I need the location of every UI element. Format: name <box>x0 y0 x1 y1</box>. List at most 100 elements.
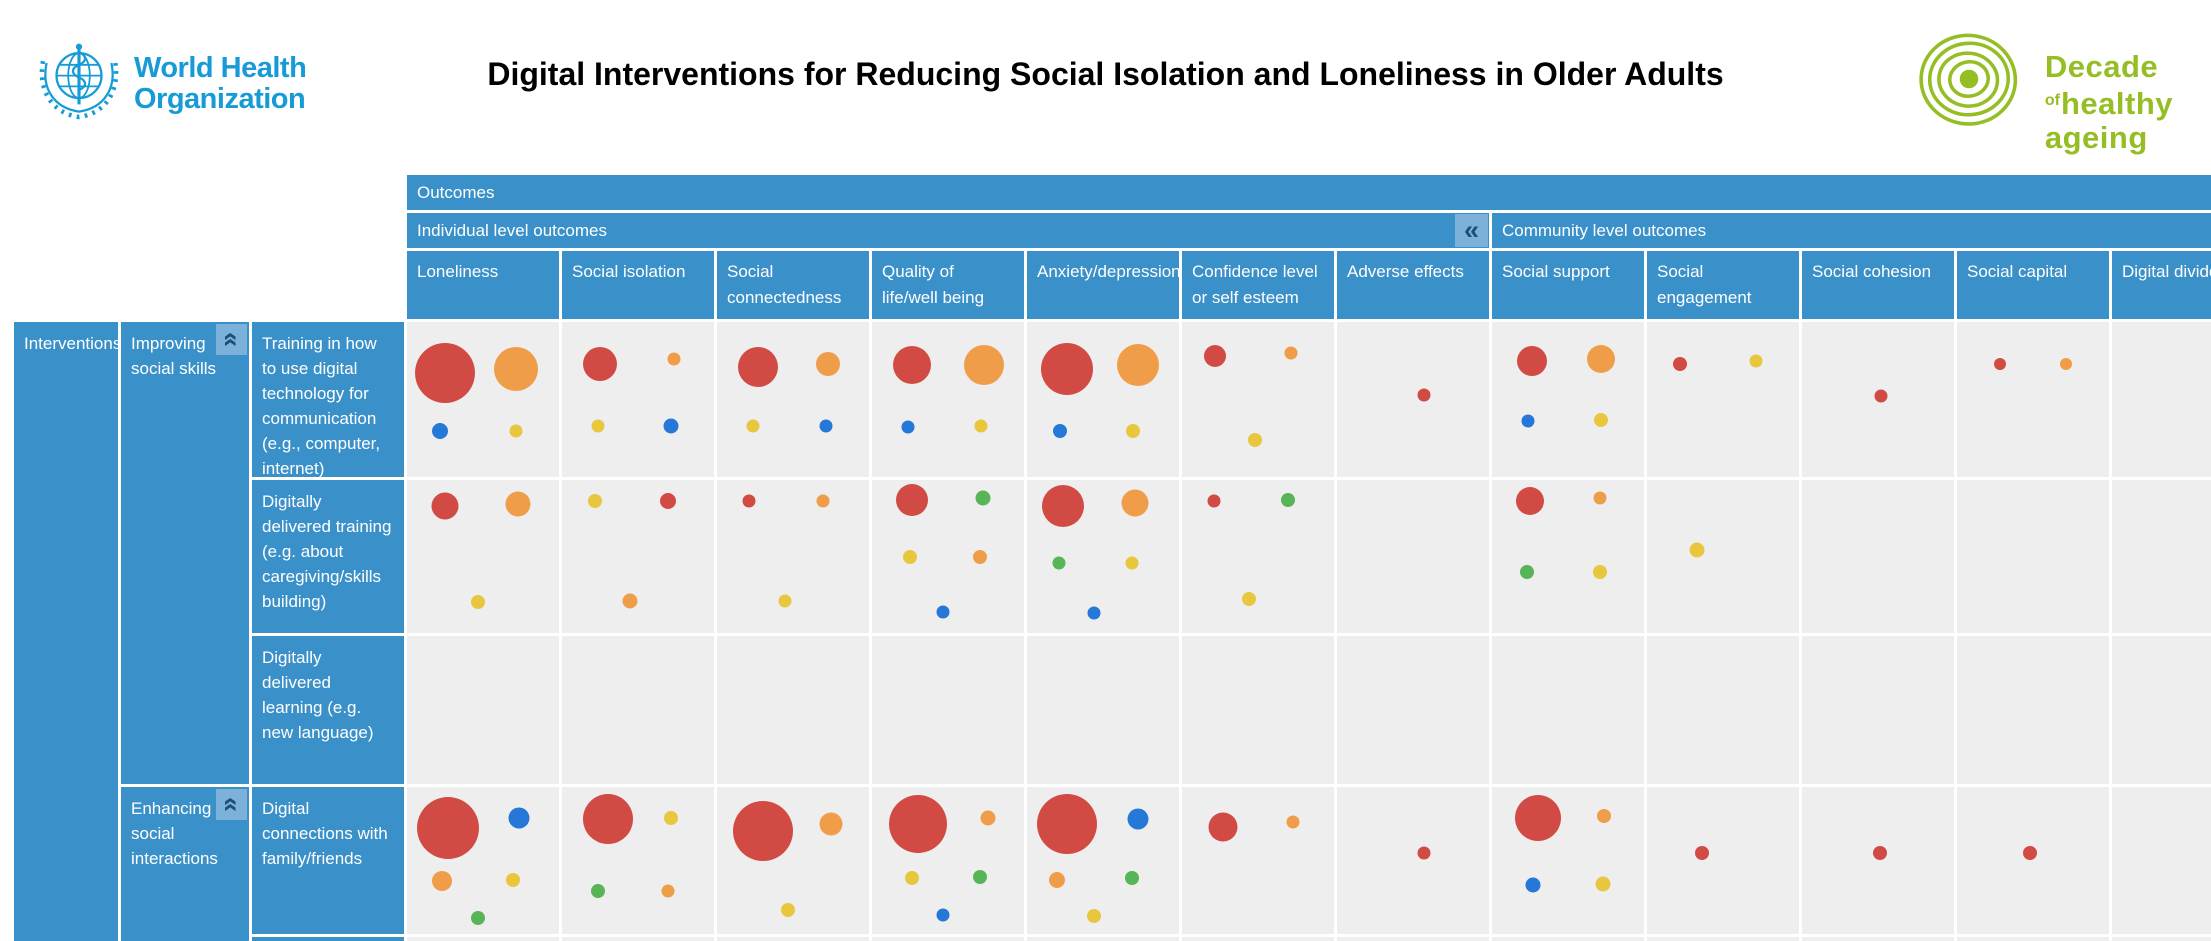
red-bubble[interactable] <box>582 794 633 845</box>
orange-bubble[interactable] <box>816 494 830 508</box>
yellow-bubble[interactable] <box>1126 423 1141 438</box>
orange-bubble[interactable] <box>1121 489 1149 517</box>
red-bubble[interactable] <box>1204 345 1227 368</box>
red-bubble[interactable] <box>1673 356 1688 371</box>
yellow-bubble[interactable] <box>1247 432 1262 447</box>
yellow-bubble[interactable] <box>1592 564 1607 579</box>
red-bubble[interactable] <box>2022 846 2037 861</box>
decade-logo-of: of <box>2044 92 2060 109</box>
red-bubble[interactable] <box>1516 487 1544 516</box>
orange-bubble[interactable] <box>661 884 675 898</box>
red-bubble[interactable] <box>660 493 677 510</box>
blue-bubble[interactable] <box>936 908 950 922</box>
red-bubble[interactable] <box>732 801 793 862</box>
yellow-bubble[interactable] <box>1689 542 1705 558</box>
red-bubble[interactable] <box>431 492 459 520</box>
blue-bubble[interactable] <box>432 422 449 439</box>
red-bubble[interactable] <box>1516 345 1547 376</box>
collapse-left-icon: « <box>1463 215 1480 245</box>
red-bubble[interactable] <box>415 343 475 404</box>
orange-bubble[interactable] <box>622 593 638 609</box>
blue-bubble[interactable] <box>663 418 679 434</box>
red-bubble[interactable] <box>888 794 947 853</box>
yellow-bubble[interactable] <box>588 494 603 509</box>
yellow-bubble[interactable] <box>1749 354 1763 368</box>
collapse-individual-outcomes-button[interactable]: « <box>1455 214 1488 247</box>
yellow-bubble[interactable] <box>1595 876 1611 892</box>
orange-bubble[interactable] <box>1597 809 1612 824</box>
green-bubble[interactable] <box>972 869 987 884</box>
yellow-bubble[interactable] <box>781 903 796 918</box>
blue-bubble[interactable] <box>1053 423 1068 438</box>
blue-bubble[interactable] <box>1127 808 1149 830</box>
yellow-bubble[interactable] <box>778 594 792 608</box>
blue-bubble[interactable] <box>901 420 915 434</box>
orange-bubble[interactable] <box>667 352 681 366</box>
green-bubble[interactable] <box>1124 871 1139 886</box>
red-bubble[interactable] <box>1208 812 1238 842</box>
blue-bubble[interactable] <box>1087 606 1101 620</box>
orange-bubble[interactable] <box>964 345 1005 386</box>
yellow-bubble[interactable] <box>664 810 679 825</box>
orange-bubble[interactable] <box>1284 346 1298 360</box>
intervention-digitally-delivered-learning-e-g-new-lan-label: Digitally delivered learning (e.g. new l… <box>262 648 374 742</box>
red-bubble[interactable] <box>1042 485 1085 527</box>
red-bubble[interactable] <box>1993 357 2006 370</box>
green-bubble[interactable] <box>471 910 486 925</box>
orange-bubble[interactable] <box>1587 345 1616 374</box>
red-bubble[interactable] <box>1514 794 1561 841</box>
green-bubble[interactable] <box>591 884 606 899</box>
green-bubble[interactable] <box>975 490 991 506</box>
green-bubble[interactable] <box>1281 492 1296 507</box>
red-bubble[interactable] <box>1036 793 1097 854</box>
red-bubble[interactable] <box>417 797 480 860</box>
red-bubble[interactable] <box>1417 846 1431 860</box>
orange-bubble[interactable] <box>494 346 539 391</box>
red-bubble[interactable] <box>1874 389 1888 403</box>
orange-bubble[interactable] <box>1116 344 1159 387</box>
orange-bubble[interactable] <box>1286 815 1300 829</box>
yellow-bubble[interactable] <box>506 872 521 887</box>
blue-bubble[interactable] <box>508 807 530 829</box>
red-bubble[interactable] <box>1872 846 1887 861</box>
yellow-bubble[interactable] <box>1086 909 1101 924</box>
blue-bubble[interactable] <box>819 419 833 433</box>
blue-bubble[interactable] <box>936 605 950 619</box>
red-bubble[interactable] <box>895 483 928 516</box>
yellow-bubble[interactable] <box>591 419 605 433</box>
yellow-bubble[interactable] <box>903 549 917 564</box>
yellow-bubble[interactable] <box>509 424 523 437</box>
red-bubble[interactable] <box>742 494 756 508</box>
red-bubble[interactable] <box>1694 846 1709 861</box>
yellow-bubble[interactable] <box>1241 592 1256 607</box>
orange-bubble[interactable] <box>2060 357 2073 370</box>
orange-bubble[interactable] <box>1049 871 1066 888</box>
orange-bubble[interactable] <box>980 810 996 826</box>
green-bubble[interactable] <box>1519 564 1534 579</box>
red-bubble[interactable] <box>738 346 779 387</box>
matrix-cell-r3-loneliness <box>407 636 559 784</box>
matrix-cell-r2-social-engagement <box>1647 480 1799 633</box>
orange-bubble[interactable] <box>1593 491 1607 505</box>
red-bubble[interactable] <box>1417 388 1431 402</box>
blue-bubble[interactable] <box>1525 877 1541 893</box>
collapse-improving-social-skills-button[interactable]: « <box>216 324 247 355</box>
yellow-bubble[interactable] <box>471 595 486 610</box>
collapse-enhancing-social-interactions-button[interactable]: « <box>216 789 247 820</box>
orange-bubble[interactable] <box>431 871 452 892</box>
green-bubble[interactable] <box>1052 556 1066 570</box>
orange-bubble[interactable] <box>505 491 531 517</box>
red-bubble[interactable] <box>1207 494 1221 508</box>
yellow-bubble[interactable] <box>974 419 988 433</box>
red-bubble[interactable] <box>583 346 617 381</box>
red-bubble[interactable] <box>1040 342 1093 395</box>
yellow-bubble[interactable] <box>746 419 760 433</box>
orange-bubble[interactable] <box>819 812 843 836</box>
red-bubble[interactable] <box>892 346 931 385</box>
orange-bubble[interactable] <box>815 351 840 376</box>
blue-bubble[interactable] <box>1521 414 1535 428</box>
yellow-bubble[interactable] <box>904 871 919 886</box>
yellow-bubble[interactable] <box>1125 556 1139 570</box>
orange-bubble[interactable] <box>972 549 987 564</box>
yellow-bubble[interactable] <box>1594 412 1609 427</box>
